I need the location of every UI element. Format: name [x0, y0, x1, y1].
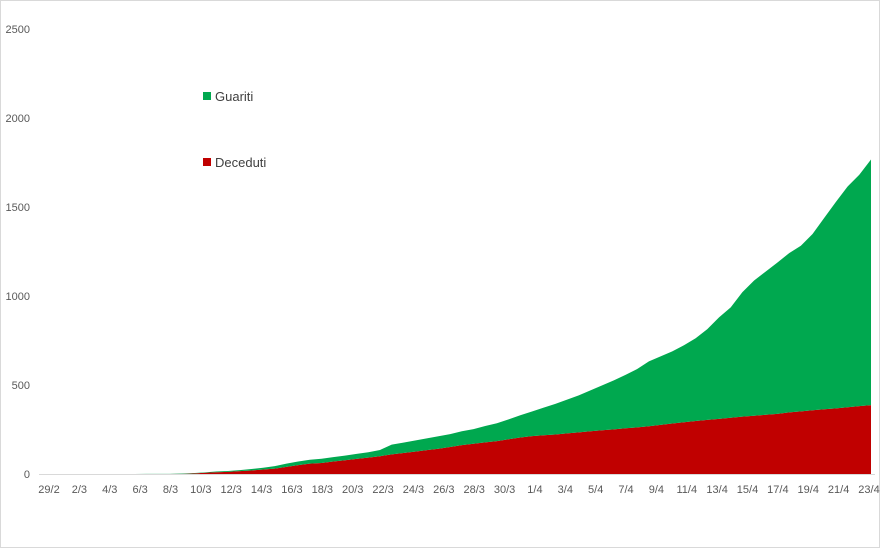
x-tick-label: 5/4	[588, 484, 603, 496]
y-tick-label: 0	[24, 469, 30, 481]
x-tick-label: 6/3	[132, 484, 147, 496]
x-tick-label: 22/3	[372, 484, 393, 496]
x-tick-label: 16/3	[281, 484, 302, 496]
x-tick-label: 26/3	[433, 484, 454, 496]
x-tick-label: 17/4	[767, 484, 788, 496]
y-tick-label: 1500	[6, 202, 30, 214]
x-tick-label: 2/3	[72, 484, 87, 496]
series-area-guariti	[41, 159, 871, 474]
x-tick-label: 23/4	[858, 484, 879, 496]
x-tick-label: 10/3	[190, 484, 211, 496]
x-tick-label: 14/3	[251, 484, 272, 496]
x-tick-label: 8/3	[163, 484, 178, 496]
x-tick-label: 13/4	[706, 484, 727, 496]
x-tick-label: 18/3	[312, 484, 333, 496]
x-tick-label: 9/4	[649, 484, 664, 496]
x-tick-label: 1/4	[527, 484, 542, 496]
x-tick-label: 19/4	[798, 484, 819, 496]
legend-swatch-deceduti	[203, 158, 211, 166]
y-tick-label: 2500	[6, 24, 30, 36]
y-tick-label: 1000	[6, 291, 30, 303]
legend-label-guariti: Guariti	[215, 89, 253, 104]
x-tick-label: 12/3	[221, 484, 242, 496]
series-area-deceduti	[41, 405, 871, 474]
x-tick-label: 24/3	[403, 484, 424, 496]
x-tick-label: 30/3	[494, 484, 515, 496]
y-tick-label: 2000	[6, 113, 30, 125]
x-tick-label: 20/3	[342, 484, 363, 496]
x-tick-label: 15/4	[737, 484, 758, 496]
x-tick-label: 11/4	[676, 484, 697, 496]
x-tick-label: 29/2	[38, 484, 59, 496]
x-tick-label: 3/4	[558, 484, 573, 496]
x-tick-label: 7/4	[618, 484, 633, 496]
x-tick-label: 21/4	[828, 484, 849, 496]
legend-label-deceduti: Deceduti	[215, 155, 266, 170]
legend-swatch-guariti	[203, 92, 211, 100]
y-tick-label: 500	[12, 380, 30, 392]
x-tick-label: 4/3	[102, 484, 117, 496]
x-tick-label: 28/3	[463, 484, 484, 496]
